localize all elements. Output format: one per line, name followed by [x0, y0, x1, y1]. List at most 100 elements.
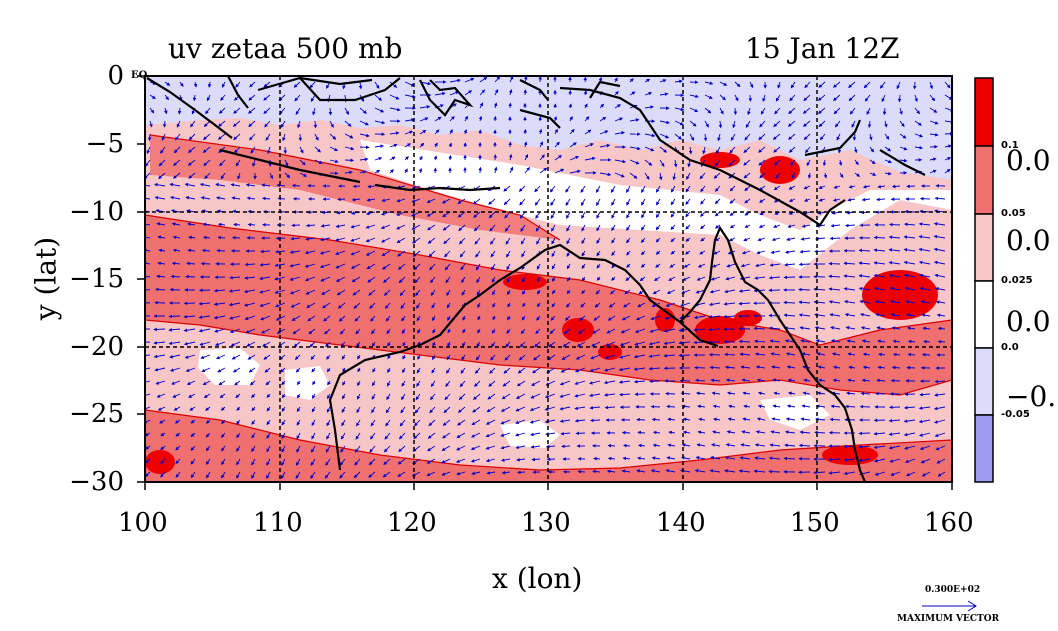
wind-vector	[565, 185, 571, 193]
wind-vector	[670, 198, 676, 206]
wind-vector	[773, 146, 781, 153]
wind-vector	[595, 289, 601, 295]
wind-vector	[549, 185, 556, 193]
y-tick-label: 0	[107, 61, 124, 91]
wind-vector	[156, 222, 166, 226]
wind-vector	[517, 470, 526, 475]
wind-vector	[699, 172, 706, 180]
wind-vector	[743, 146, 751, 154]
wind-vector	[479, 89, 486, 96]
wind-vector	[351, 276, 361, 283]
wind-vector	[381, 198, 391, 203]
wind-vector	[289, 250, 301, 254]
wind-vector	[888, 273, 901, 278]
wind-vector	[263, 81, 271, 88]
wind-vector	[171, 222, 181, 226]
max-vector-value: 0.300E+02	[925, 585, 981, 595]
wind-vector	[599, 103, 605, 109]
wind-vector	[383, 289, 391, 296]
wind-vector	[444, 263, 451, 271]
wind-vector	[146, 146, 151, 155]
wind-vector	[157, 261, 166, 266]
wind-vector	[458, 224, 466, 232]
x-tick-label: 110	[253, 508, 303, 538]
wind-vector	[538, 128, 543, 135]
wind-vector	[306, 302, 316, 308]
wind-vector	[713, 172, 721, 179]
wind-vector	[419, 105, 431, 109]
wind-vector	[260, 249, 271, 254]
wind-vector	[790, 81, 796, 89]
wind-vector	[368, 289, 376, 296]
wind-vector	[854, 159, 859, 166]
wind-vector	[843, 274, 856, 278]
wind-vector	[770, 250, 781, 255]
wind-vector	[611, 211, 616, 219]
wind-vector	[876, 197, 886, 202]
wind-vector	[858, 431, 871, 436]
wind-vector	[164, 81, 171, 86]
wind-vector	[201, 248, 211, 253]
field-mid-central-band	[145, 215, 952, 395]
wind-vector	[265, 133, 271, 141]
wind-vector	[419, 155, 423, 161]
wind-vector	[184, 182, 196, 187]
wind-vector	[581, 211, 586, 219]
wind-vector	[611, 185, 616, 193]
wind-vector	[873, 235, 886, 240]
wind-vector	[754, 276, 766, 280]
wind-vector	[869, 146, 875, 153]
wind-vector	[389, 107, 401, 112]
wind-vector	[584, 116, 590, 122]
wind-vector	[788, 185, 796, 190]
wind-vector	[329, 120, 334, 128]
wind-vector	[493, 166, 498, 174]
wind-vector	[899, 158, 908, 163]
wind-vector	[381, 250, 391, 257]
wind-vector	[145, 274, 151, 279]
wind-vector	[569, 142, 577, 148]
wind-vector	[929, 132, 939, 137]
wind-vector	[374, 81, 380, 89]
wind-vector	[839, 172, 844, 178]
wind-vector	[614, 104, 621, 109]
wind-vector	[172, 248, 181, 253]
wind-vector	[491, 263, 496, 271]
wind-vector	[397, 250, 406, 257]
wind-vector	[816, 224, 826, 228]
wind-vector	[719, 94, 726, 101]
wind-vector	[198, 301, 211, 306]
wind-vector	[655, 211, 661, 218]
wind-vector	[888, 235, 901, 240]
wind-vector	[149, 120, 153, 128]
wind-vector	[788, 211, 796, 215]
wind-vector	[683, 263, 691, 268]
wind-vector	[689, 107, 699, 112]
wind-vector	[869, 172, 877, 176]
wind-vector	[344, 146, 355, 151]
wind-vector	[427, 237, 436, 244]
wind-vector	[350, 224, 361, 229]
wind-vector	[873, 261, 886, 265]
wind-vector	[185, 196, 196, 200]
wind-vector	[269, 172, 273, 180]
wind-vector	[775, 94, 781, 102]
wind-vector	[863, 81, 871, 89]
wind-vector	[233, 222, 241, 227]
wind-vector	[295, 107, 301, 115]
wind-vector	[644, 159, 653, 166]
wind-vector	[713, 250, 721, 255]
wind-vector	[914, 107, 920, 115]
wind-vector	[689, 94, 699, 99]
wind-vector	[235, 81, 241, 88]
wind-vector	[441, 198, 451, 204]
wind-vector	[448, 154, 452, 161]
wind-vector	[653, 276, 661, 281]
wind-vector	[673, 159, 678, 168]
wind-vector	[847, 198, 856, 202]
wind-vector	[218, 120, 226, 127]
wind-vector	[479, 76, 488, 83]
wind-vector	[304, 276, 316, 282]
wind-vector	[552, 276, 556, 282]
x-axis-label: x (lon)	[492, 562, 583, 595]
